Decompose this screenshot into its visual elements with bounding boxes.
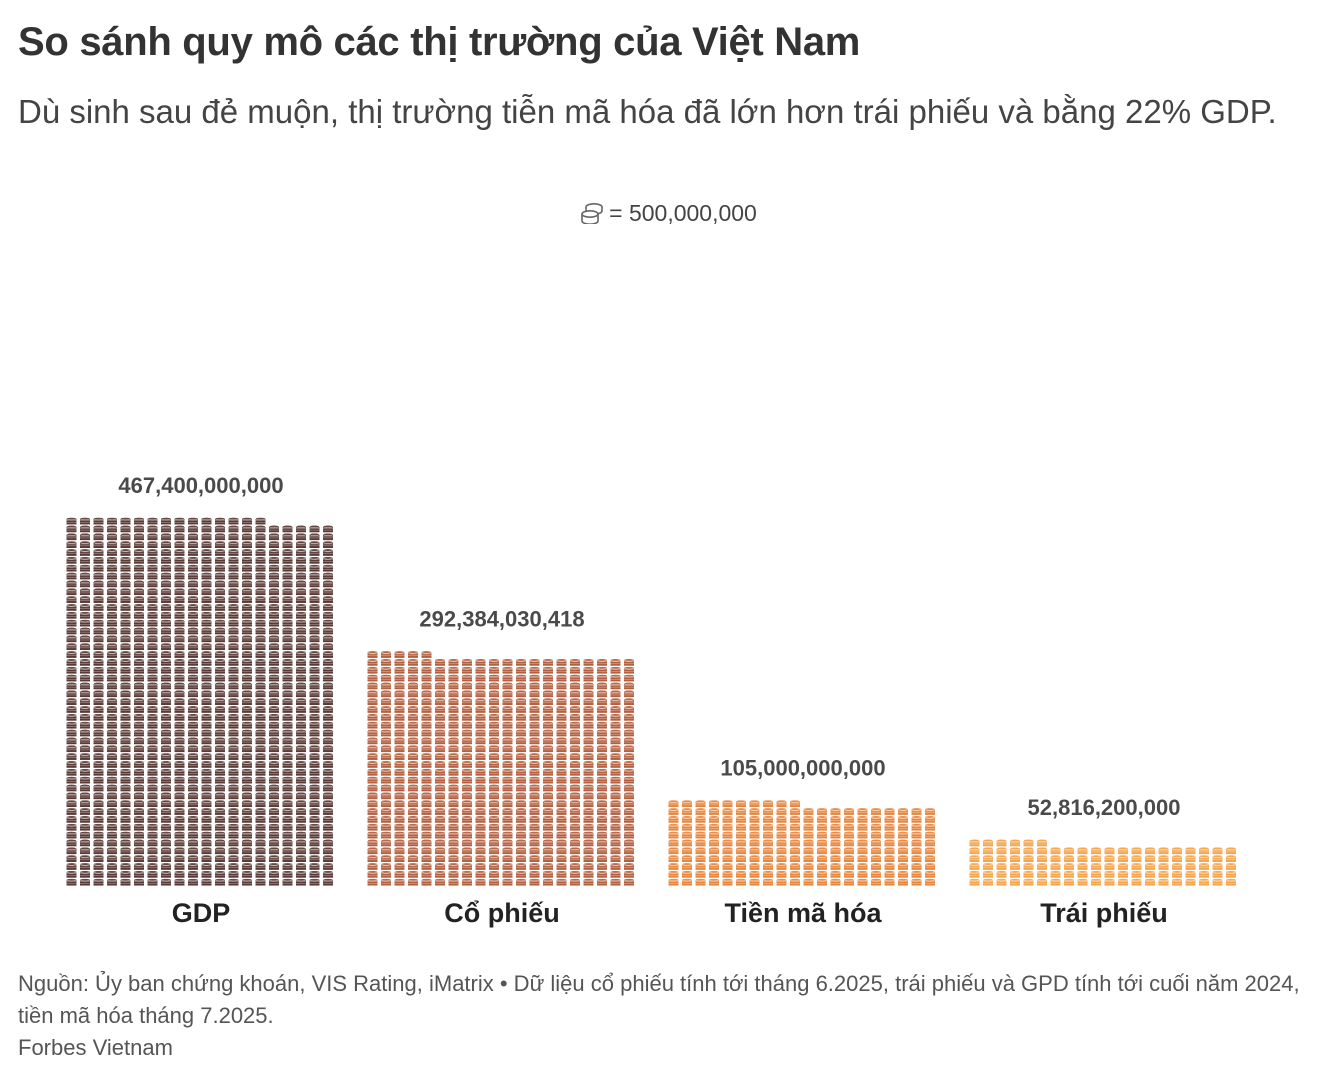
- value-label-0: 467,400,000,000: [118, 473, 283, 498]
- pictogram-chart: 467,400,000,000 GDP 292,384,030,418 Cổ phiế…: [66, 473, 1237, 928]
- category-label-3: Trái phiếu: [1040, 898, 1168, 928]
- category-label-2: Tiền mã hóa: [724, 898, 882, 928]
- chart-subtitle: Dù sinh sau đẻ muộn, thị trường tiễn mã …: [18, 93, 1277, 130]
- value-label-3: 52,816,200,000: [1028, 795, 1181, 820]
- legend: = 500,000,000: [0, 200, 1338, 230]
- category-label-1: Cổ phiếu: [444, 898, 560, 928]
- value-label-2: 105,000,000,000: [720, 756, 885, 781]
- footer: Nguồn: Ủy ban chứng khoán, VIS Rating, i…: [18, 968, 1308, 1064]
- bar-3: [969, 839, 1237, 886]
- legend-unit-label: = 500,000,000: [609, 200, 757, 226]
- category-label-0: GDP: [172, 898, 231, 928]
- value-label-1: 292,384,030,418: [419, 607, 584, 632]
- chart-title: So sánh quy mô các thị trường của Việt N…: [18, 20, 861, 64]
- bar-1: [367, 650, 635, 886]
- credit: Forbes Vietnam: [18, 1035, 173, 1060]
- coin-stack-icon: [581, 202, 603, 230]
- bar-2: [668, 799, 936, 886]
- source-note: Nguồn: Ủy ban chứng khoán, VIS Rating, i…: [18, 971, 1300, 1028]
- bar-0: [66, 517, 334, 886]
